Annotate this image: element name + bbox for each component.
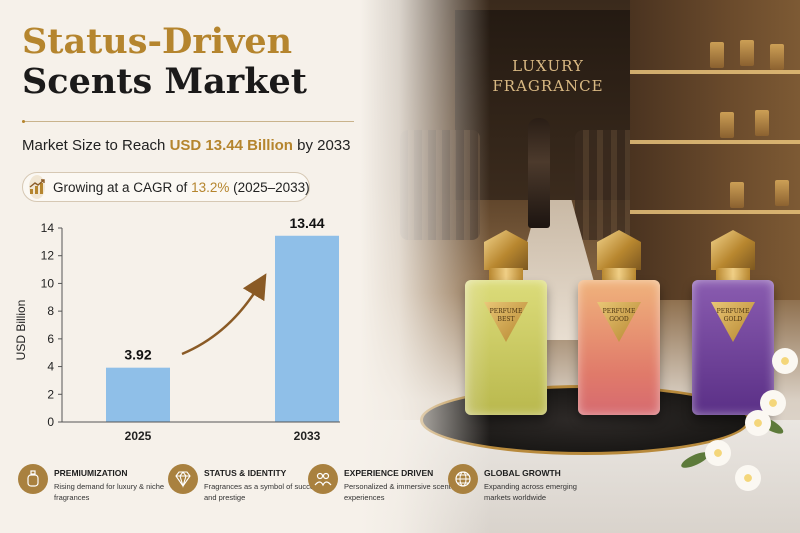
luxury-fragrance-sign: LUXURY FRAGRANCE [488, 56, 608, 96]
market-size-chart: 0 2 4 6 8 10 12 14 3.92 13.44 2025 2033 USD Billi… [10, 214, 355, 454]
flower [745, 410, 771, 436]
bar-value-label: 13.44 [289, 215, 324, 231]
feature-global-growth: GLOBAL GROWTH Expanding across emerging … [448, 462, 588, 522]
title-line1: Status-Driven [22, 21, 293, 62]
growth-arrow [181, 273, 267, 356]
cagr-badge: Growing at a CAGR of 13.2% (2025–2033) [22, 172, 310, 202]
flower [735, 465, 761, 491]
bottle-glass [578, 280, 660, 415]
feature-title: PREMIUMIZATION [54, 468, 128, 478]
bar-2033 [275, 235, 339, 422]
subtitle-prefix: Market Size to Reach [22, 137, 170, 154]
feature-premiumization: PREMIUMIZATION Rising demand for luxury … [18, 462, 164, 522]
title-line2: Scents Market [22, 61, 307, 102]
bottle-label-top: PERFUME [716, 308, 750, 315]
flower [705, 440, 731, 466]
y-tick-label: 8 [47, 304, 54, 318]
feature-desc: Expanding across emerging markets worldw… [484, 482, 577, 502]
bars: 3.92 13.44 [106, 215, 339, 422]
bottle-label-bottom: BEST [497, 316, 515, 323]
bottle-label-bottom: GOOD [609, 316, 629, 323]
y-tick-label: 6 [47, 332, 54, 346]
market-size-subtitle: Market Size to Reach USD 13.44 Billion b… [22, 137, 350, 154]
subtitle-suffix: by 2033 [292, 137, 351, 154]
feature-title: STATUS & IDENTITY [204, 468, 287, 478]
diamond-icon [168, 464, 198, 494]
feature-title: GLOBAL GROWTH [484, 468, 561, 478]
subtitle-highlight: USD 13.44 Billion [169, 137, 293, 154]
y-tick-label: 4 [47, 360, 54, 374]
feature-desc: Personalized & immersive scent experienc… [344, 482, 451, 502]
perfume-bottle-icon [18, 464, 48, 494]
sign-line2: FRAGRANCE [492, 77, 604, 95]
perfume-bottle-good: PERFUME GOOD [578, 230, 660, 415]
bar-chart-svg: 0 2 4 6 8 10 12 14 3.92 13.44 2025 2033 USD Billi… [14, 215, 340, 443]
feature-experience-driven: EXPERIENCE DRIVEN Personalized & immersi… [308, 462, 451, 522]
bottle-label-top: PERFUME [602, 308, 636, 315]
title-divider [22, 120, 354, 123]
bottle-label-bottom: GOLD [723, 316, 743, 323]
growth-chart-icon [29, 175, 45, 199]
flower [772, 348, 798, 374]
page-title: Status-Driven Scents Market [22, 22, 307, 102]
y-axis: 0 2 4 6 8 10 12 14 [41, 221, 63, 429]
y-tick-label: 14 [41, 221, 55, 235]
globe-icon [448, 464, 478, 494]
hero-photo: LUXURY FRAGRANCE PERFUME BEST PERFUME GO… [360, 0, 800, 533]
x-tick-label: 2033 [294, 429, 321, 443]
cagr-text: Growing at a CAGR of 13.2% (2025–2033) [53, 180, 310, 195]
bottle-label-top: PERFUME [489, 308, 523, 315]
y-tick-label: 2 [47, 387, 54, 401]
perfume-bottle-gold: PERFUME GOLD [692, 230, 774, 415]
bar-2025 [106, 367, 170, 422]
y-tick-label: 0 [47, 415, 54, 429]
y-tick-label: 10 [41, 276, 55, 290]
x-axis: 2025 2033 [62, 421, 340, 443]
y-axis-label: USD Billion [14, 300, 28, 361]
feature-title: EXPERIENCE DRIVEN [344, 468, 434, 478]
cagr-value: 13.2% [191, 179, 230, 195]
x-tick-label: 2025 [125, 429, 152, 443]
feature-desc: Fragrances as a symbol of success and pr… [204, 482, 322, 502]
sign-line1: LUXURY [512, 57, 584, 75]
runway-model [528, 118, 550, 228]
feature-row: PREMIUMIZATION Rising demand for luxury … [18, 462, 788, 522]
feature-status-identity: STATUS & IDENTITY Fragrances as a symbol… [168, 462, 322, 522]
y-tick-label: 12 [41, 249, 55, 263]
feature-desc: Rising demand for luxury & niche fragran… [54, 482, 165, 502]
people-icon [308, 464, 338, 494]
cagr-prefix: Growing at a CAGR of [53, 179, 192, 195]
cagr-suffix: (2025–2033) [229, 179, 310, 195]
bar-value-label: 3.92 [124, 347, 151, 363]
